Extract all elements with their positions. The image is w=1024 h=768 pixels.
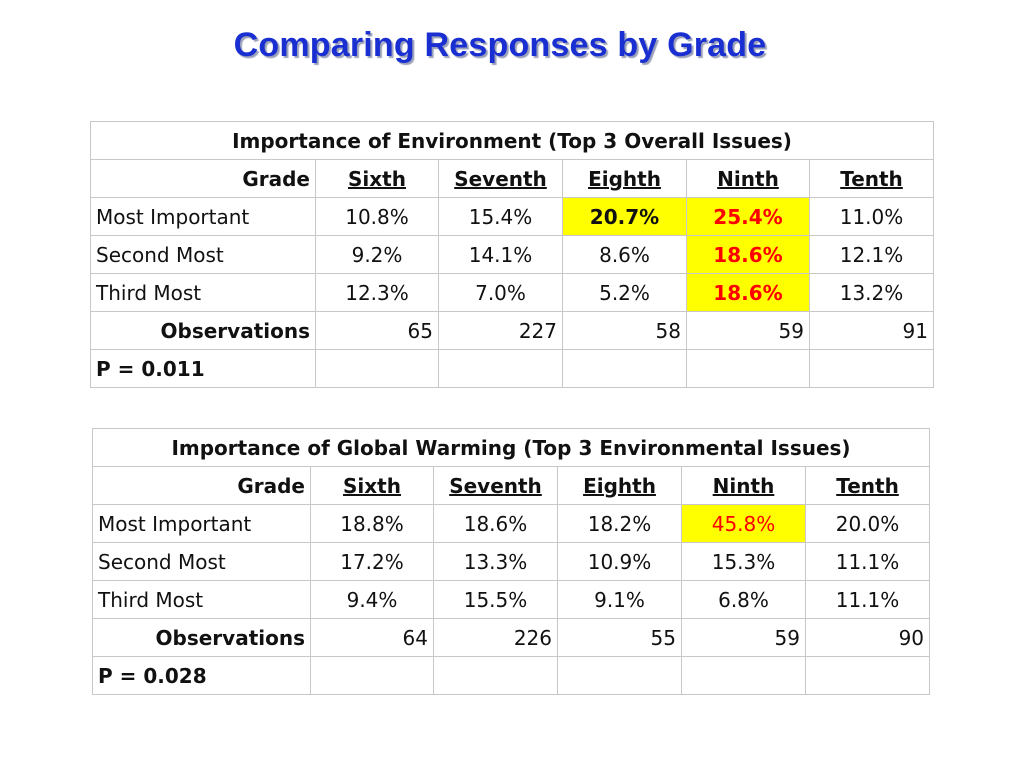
row-label: Third Most <box>90 273 316 312</box>
table-row: Second Most 17.2% 13.3% 10.9% 15.3% 11.1… <box>92 542 931 581</box>
table-title: Importance of Environment (Top 3 Overall… <box>90 121 934 160</box>
empty-cell <box>562 349 687 388</box>
p-value: P = 0.028 <box>92 656 311 695</box>
table-cell: 18.6% <box>686 273 810 312</box>
table-cell: 9.2% <box>315 235 439 274</box>
empty-cell <box>809 349 934 388</box>
observation-count: 227 <box>438 311 563 350</box>
empty-cell <box>557 656 682 695</box>
table-cell: 18.2% <box>557 504 682 543</box>
table-cell: 20.7% <box>562 197 687 236</box>
observation-count: 59 <box>681 618 806 657</box>
table-cell: 11.1% <box>804 580 931 619</box>
table-cell: 18.6% <box>433 504 558 543</box>
environment-importance-table: Importance of Environment (Top 3 Overall… <box>90 121 934 388</box>
observation-count: 55 <box>557 618 682 657</box>
slide-title: Comparing Responses by Grade <box>233 26 767 64</box>
empty-cell <box>681 656 806 695</box>
column-header-eighth: Eighth <box>562 159 687 198</box>
table-cell: 25.4% <box>686 197 810 236</box>
column-header-tenth: Tenth <box>804 466 931 505</box>
table-cell: 15.3% <box>681 542 806 581</box>
column-header-ninth: Ninth <box>681 466 806 505</box>
table-cell: 15.5% <box>433 580 558 619</box>
column-header-sixth: Sixth <box>315 159 439 198</box>
empty-cell <box>433 656 558 695</box>
row-label: Most Important <box>92 504 311 543</box>
table-row: Most Important 18.8% 18.6% 18.2% 45.8% 2… <box>92 504 931 543</box>
p-value-row: P = 0.028 <box>92 656 931 695</box>
table-cell: 11.1% <box>804 542 931 581</box>
table-title-row: Importance of Environment (Top 3 Overall… <box>90 121 934 160</box>
observation-count: 91 <box>809 311 934 350</box>
observation-count: 64 <box>310 618 434 657</box>
row-label: Second Most <box>90 235 316 274</box>
empty-cell <box>438 349 563 388</box>
observations-label: Observations <box>90 311 316 350</box>
observations-row: Observations 64 226 55 59 90 <box>92 618 931 657</box>
empty-cell <box>804 656 931 695</box>
table-cell: 14.1% <box>438 235 563 274</box>
observations-label: Observations <box>92 618 311 657</box>
observations-row: Observations 65 227 58 59 91 <box>90 311 934 350</box>
table-cell: 20.0% <box>804 504 931 543</box>
header-row: Grade Sixth Seventh Eighth Ninth Tenth <box>92 466 931 505</box>
column-header-eighth: Eighth <box>557 466 682 505</box>
observation-count: 58 <box>562 311 687 350</box>
table-cell: 5.2% <box>562 273 687 312</box>
column-header-tenth: Tenth <box>809 159 934 198</box>
table-cell: 11.0% <box>809 197 934 236</box>
table-cell: 13.3% <box>433 542 558 581</box>
table-cell: 18.8% <box>310 504 434 543</box>
header-row: Grade Sixth Seventh Eighth Ninth Tenth <box>90 159 934 198</box>
column-header-seventh: Seventh <box>433 466 558 505</box>
table-cell: 7.0% <box>438 273 563 312</box>
column-header-ninth: Ninth <box>686 159 810 198</box>
empty-cell <box>686 349 810 388</box>
observation-count: 226 <box>433 618 558 657</box>
p-value-row: P = 0.011 <box>90 349 934 388</box>
table-cell: 18.6% <box>686 235 810 274</box>
row-label: Second Most <box>92 542 311 581</box>
table-title-row: Importance of Global Warming (Top 3 Envi… <box>91 428 931 467</box>
table-cell: 10.9% <box>557 542 682 581</box>
table-cell: 9.4% <box>310 580 434 619</box>
table-row: Third Most 9.4% 15.5% 9.1% 6.8% 11.1% <box>92 580 931 619</box>
table-row: Third Most 12.3% 7.0% 5.2% 18.6% 13.2% <box>90 273 934 312</box>
table-cell: 9.1% <box>557 580 682 619</box>
grade-header: Grade <box>92 466 311 505</box>
column-header-seventh: Seventh <box>438 159 563 198</box>
table-cell: 17.2% <box>310 542 434 581</box>
table-cell: 6.8% <box>681 580 806 619</box>
table-title: Importance of Global Warming (Top 3 Envi… <box>91 428 931 467</box>
table-cell: 8.6% <box>562 235 687 274</box>
grade-header: Grade <box>90 159 316 198</box>
table-cell: 12.1% <box>809 235 934 274</box>
table-row: Second Most 9.2% 14.1% 8.6% 18.6% 12.1% <box>90 235 934 274</box>
empty-cell <box>310 656 434 695</box>
observation-count: 59 <box>686 311 810 350</box>
table-cell: 12.3% <box>315 273 439 312</box>
row-label: Third Most <box>92 580 311 619</box>
p-value: P = 0.011 <box>90 349 316 388</box>
table-cell: 45.8% <box>681 504 806 543</box>
empty-cell <box>315 349 439 388</box>
table-row: Most Important 10.8% 15.4% 20.7% 25.4% 1… <box>90 197 934 236</box>
table-cell: 10.8% <box>315 197 439 236</box>
table-cell: 13.2% <box>809 273 934 312</box>
observation-count: 90 <box>804 618 931 657</box>
global-warming-importance-table: Importance of Global Warming (Top 3 Envi… <box>91 428 931 695</box>
row-label: Most Important <box>90 197 316 236</box>
table-cell: 15.4% <box>438 197 563 236</box>
observation-count: 65 <box>315 311 439 350</box>
column-header-sixth: Sixth <box>310 466 434 505</box>
